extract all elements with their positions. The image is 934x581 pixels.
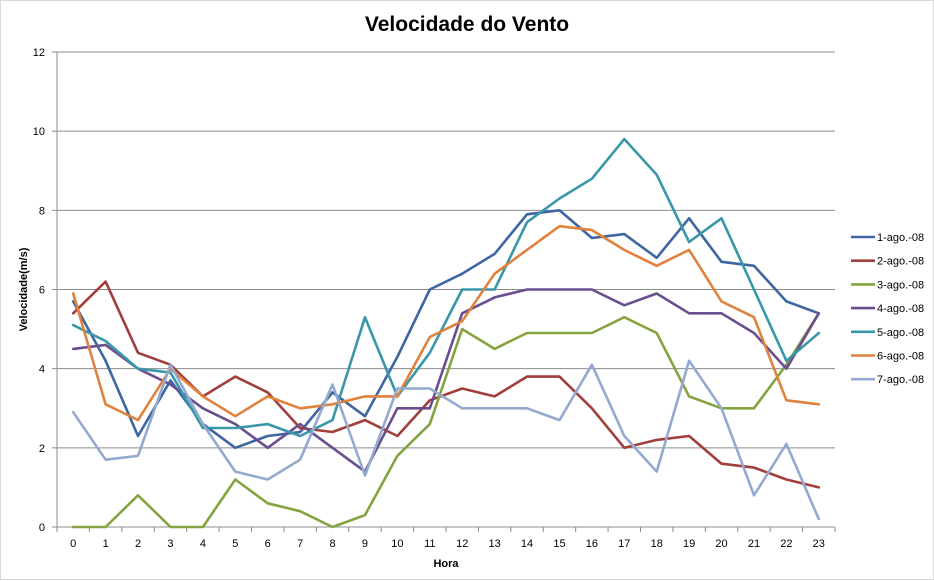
y-tick-label: 10	[33, 126, 45, 138]
x-tick-label: 16	[586, 538, 598, 550]
x-tick-label: 23	[813, 538, 825, 550]
x-tick-label: 8	[329, 538, 335, 550]
series-line-3	[71, 311, 821, 529]
y-tick-label: 2	[39, 443, 45, 455]
series-line-6	[71, 224, 821, 422]
series-line-4	[71, 288, 821, 473]
y-tick-label: 6	[39, 285, 45, 297]
x-tick-label: 10	[391, 538, 403, 550]
y-tick-labels: 0 2 4 6 8 10 12	[33, 47, 57, 534]
x-tick-labels: 0 1 2 3 4 5 6 7 8 9 10 11 12 13 14 15 16 17 18 19 20 21 22 23	[56, 527, 836, 550]
x-tick-label: 11	[424, 538, 435, 550]
legend-item: 7-ago.-08	[851, 374, 924, 386]
x-tick-label: 19	[683, 538, 695, 550]
legend-item: 3-ago.-08	[851, 279, 924, 291]
legend-label: 1-ago.-08	[877, 232, 924, 244]
y-tick-label: 12	[33, 47, 45, 59]
x-tick-label: 22	[780, 538, 792, 550]
x-tick-label: 1	[103, 538, 109, 550]
x-tick-label: 18	[651, 538, 663, 550]
x-tick-label: 3	[167, 538, 173, 550]
y-axis-title: Velocidade(m/s)	[18, 247, 30, 331]
legend-label: 5-ago.-08	[877, 327, 924, 339]
x-tick-label: 0	[70, 538, 76, 550]
legend-item: 1-ago.-08	[851, 232, 924, 244]
legend-label: 4-ago.-08	[877, 303, 924, 315]
x-tick-label: 20	[715, 538, 727, 550]
x-tick-label: 7	[297, 538, 303, 550]
x-tick-label: 15	[553, 538, 565, 550]
x-tick-label: 2	[135, 538, 141, 550]
legend-item: 5-ago.-08	[851, 327, 924, 339]
x-tick-label: 6	[265, 538, 271, 550]
x-axis-title: Hora	[433, 558, 459, 570]
legend-item: 4-ago.-08	[851, 303, 924, 315]
x-tick-label: 12	[456, 538, 468, 550]
x-tick-label: 13	[489, 538, 501, 550]
x-tick-label: 4	[200, 538, 206, 550]
x-tick-label: 14	[521, 538, 533, 550]
gridlines	[57, 51, 835, 449]
legend-item: 2-ago.-08	[851, 256, 924, 268]
legend-label: 6-ago.-08	[877, 351, 924, 363]
series-lines	[71, 137, 821, 529]
y-tick-label: 8	[39, 205, 45, 217]
x-tick-label: 5	[232, 538, 238, 550]
legend-item: 6-ago.-08	[851, 351, 924, 363]
y-tick-label: 0	[39, 522, 45, 534]
series-line-5	[71, 137, 821, 438]
series-line-7	[71, 359, 821, 521]
x-tick-label: 21	[748, 538, 760, 550]
legend-label: 3-ago.-08	[877, 279, 924, 291]
x-tick-label: 17	[618, 538, 630, 550]
legend-label: 7-ago.-08	[877, 374, 924, 386]
x-tick-label: 9	[362, 538, 368, 550]
y-tick-label: 4	[39, 364, 45, 376]
legend: 1-ago.-08 2-ago.-08 3-ago.-08 4-ago.-08 5-ag…	[851, 232, 924, 386]
legend-label: 2-ago.-08	[877, 256, 924, 268]
chart-title: Velocidade do Vento	[365, 13, 569, 36]
